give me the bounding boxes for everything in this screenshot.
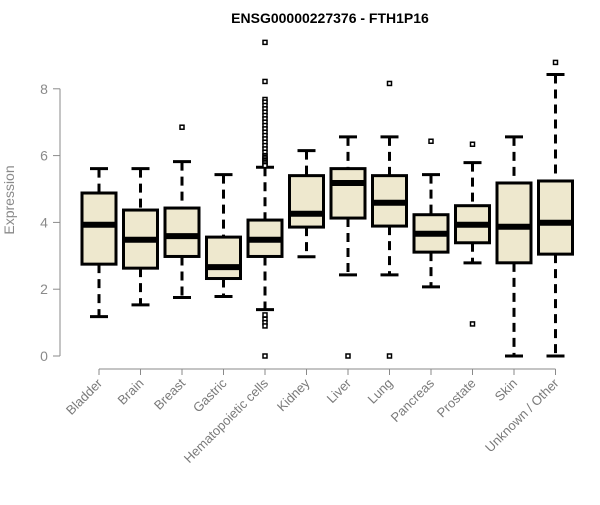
x-tick-label: Pancreas xyxy=(388,375,438,425)
box-pancreas xyxy=(412,138,450,289)
outlier-point xyxy=(386,353,393,359)
y-tick-label: 6 xyxy=(40,148,48,164)
outlier-point xyxy=(262,312,268,318)
box-skin xyxy=(495,135,533,358)
iqr-box xyxy=(80,191,118,266)
x-tick-label: Skin xyxy=(492,376,520,404)
box-breast xyxy=(163,124,201,300)
box-kidney xyxy=(288,149,325,259)
y-axis-label: Expression xyxy=(1,165,17,234)
x-tick-label: Bladder xyxy=(63,375,106,418)
x-tick-label: Unknown / Other xyxy=(482,375,562,455)
outlier-point xyxy=(469,321,476,327)
y-tick-label: 8 xyxy=(40,81,48,97)
iqr-box xyxy=(163,206,201,258)
iqr-box xyxy=(537,179,574,256)
x-tick-label: Prostate xyxy=(434,376,479,421)
box-lung xyxy=(371,80,408,359)
outlier-point xyxy=(262,353,268,359)
outlier-point xyxy=(262,39,268,46)
iqr-box xyxy=(288,174,325,229)
box-hematopoietic-cells xyxy=(246,39,284,359)
x-tick-label: Kidney xyxy=(274,375,313,414)
outlier-point xyxy=(469,141,476,147)
outlier-point xyxy=(262,162,268,169)
x-tick-label: Liver xyxy=(324,375,355,406)
outlier-point xyxy=(262,323,268,329)
iqr-box xyxy=(495,181,533,265)
outlier-point xyxy=(262,78,268,85)
x-tick-label: Gastric xyxy=(190,375,230,415)
box-bladder xyxy=(80,167,118,319)
x-tick-label: Lung xyxy=(365,376,396,407)
box-unknown-other xyxy=(537,59,574,358)
outlier-point xyxy=(386,80,393,87)
box-brain xyxy=(122,167,159,307)
outlier-point xyxy=(428,138,434,144)
outlier-point xyxy=(552,59,559,66)
box-gastric xyxy=(205,173,242,299)
box-liver xyxy=(329,135,367,359)
x-tick-label: Brain xyxy=(115,376,147,408)
chart-title: ENSG00000227376 - FTH1P16 xyxy=(231,10,429,26)
iqr-box xyxy=(205,235,242,281)
y-tick-label: 4 xyxy=(40,214,48,230)
y-tick-label: 0 xyxy=(40,348,48,364)
outlier-point xyxy=(179,124,185,130)
iqr-box xyxy=(329,167,367,220)
outlier-point xyxy=(345,353,351,359)
x-tick-label: Breast xyxy=(151,375,188,412)
box-prostate xyxy=(454,141,491,327)
y-tick-label: 2 xyxy=(40,281,48,297)
